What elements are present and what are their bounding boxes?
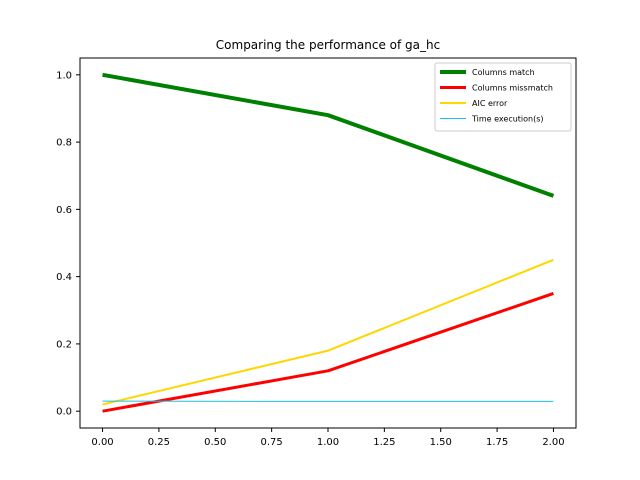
legend-label: Columns match: [472, 68, 535, 77]
x-tick-label: 1.00: [317, 437, 339, 448]
x-tick-label: 1.50: [430, 437, 452, 448]
x-tick-label: 2.00: [542, 437, 564, 448]
legend-box: [434, 62, 572, 132]
legend: Columns match Columns missmatch AIC error T…: [434, 62, 572, 132]
x-tick-label: 1.25: [373, 437, 395, 448]
x-tick-label: 0.00: [91, 437, 113, 448]
y-tick-label: 0.8: [56, 138, 72, 149]
series-line-columns-match: [102, 72, 555, 198]
series-line-columns-missmatch: [102, 292, 554, 413]
legend-label: Time execution(s): [471, 115, 544, 124]
legend-label: Columns missmatch: [472, 84, 553, 93]
x-tick-label: 1.75: [486, 437, 508, 448]
chart-title: Comparing the performance of ga_hc: [216, 38, 440, 52]
y-axis: 0.0 0.2 0.4 0.6 0.8 1.0: [56, 70, 80, 418]
y-tick-label: 1.0: [56, 70, 72, 81]
x-axis: 0.00 0.25 0.50 0.75 1.00 1.25 1.50 1.75 2.00: [91, 428, 565, 448]
y-tick-label: 0.2: [56, 339, 72, 350]
series-lines: [102, 72, 555, 413]
y-tick-label: 0.0: [56, 407, 72, 418]
y-tick-label: 0.6: [56, 205, 72, 216]
y-tick-label: 0.4: [56, 272, 72, 283]
legend-label: AIC error: [472, 99, 508, 108]
x-tick-label: 0.75: [261, 437, 283, 448]
x-tick-label: 0.25: [148, 437, 170, 448]
x-tick-label: 0.50: [204, 437, 226, 448]
series-line-aic-error: [102, 258, 554, 406]
